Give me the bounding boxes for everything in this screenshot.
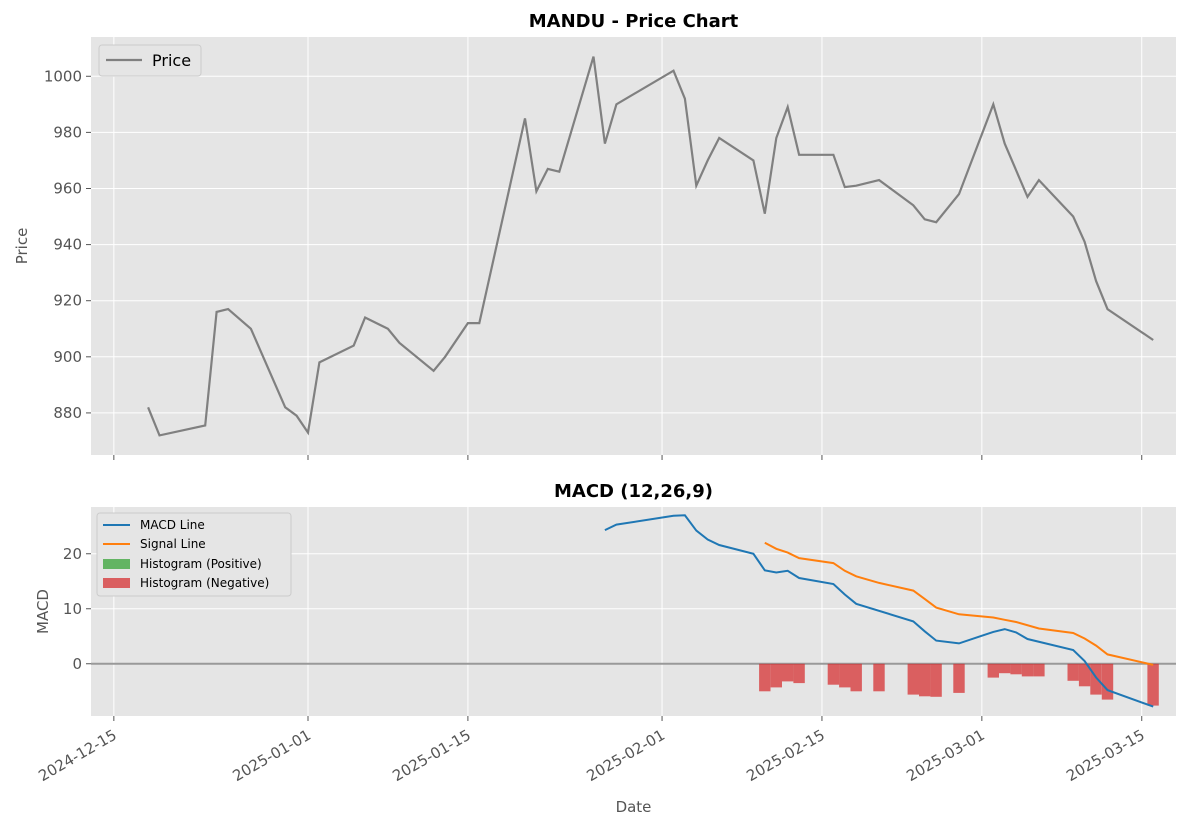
x-tick-label: 2025-01-15 — [389, 726, 474, 785]
macd-x-ticks: 2024-12-15 2025-01-01 2025-01-15 2025-02-01… — [35, 716, 1148, 785]
price-y-ticks: 880 900 920 940 960 980 1000 — [44, 67, 91, 422]
histogram-bar — [873, 663, 885, 692]
histogram-bar — [1067, 663, 1079, 681]
y-tick-label: 980 — [53, 123, 82, 141]
price-legend: Price — [98, 44, 202, 77]
x-tick-label: 2024-12-15 — [35, 726, 120, 785]
macd-y-ticks: 0 10 20 — [63, 545, 91, 673]
histogram-negative-legend-swatch — [103, 578, 130, 588]
price-y-axis-label: Price — [13, 228, 31, 265]
macd-x-axis-label: Date — [616, 798, 652, 816]
price-gridlines — [91, 37, 1176, 455]
y-tick-label: 940 — [53, 236, 82, 254]
x-tick-label: 2025-03-01 — [903, 726, 988, 785]
histogram-bar — [953, 663, 965, 693]
price-legend-box — [98, 44, 202, 77]
histogram-bar — [1147, 663, 1159, 706]
price-panel: 880 900 920 940 960 980 1000 MANDU - Price Cha… — [13, 11, 1176, 460]
histogram-bar — [1078, 663, 1091, 687]
y-tick-label: 10 — [63, 600, 82, 618]
histogram-bar — [1101, 663, 1114, 700]
x-tick-label: 2025-03-15 — [1063, 726, 1148, 785]
signal-series-line — [764, 541, 1154, 666]
macd-histogram — [759, 663, 1159, 706]
histogram-bar — [839, 663, 851, 688]
histogram-bar — [1010, 663, 1022, 675]
signal-legend-label: Signal Line — [140, 537, 206, 551]
histogram-bar — [919, 663, 931, 697]
histogram-bar — [1033, 663, 1045, 677]
histogram-bar — [770, 663, 782, 688]
macd-legend-label: MACD Line — [140, 518, 205, 532]
y-tick-label: 900 — [53, 348, 82, 366]
histogram-bar — [999, 663, 1011, 674]
histogram-positive-legend-swatch — [103, 559, 130, 569]
price-chart-title: MANDU - Price Chart — [529, 11, 739, 32]
x-tick-label: 2025-01-01 — [229, 726, 314, 785]
histogram-bar — [987, 663, 999, 678]
histogram-bar — [793, 663, 805, 684]
histogram-bar — [782, 663, 794, 682]
macd-y-axis-label: MACD — [34, 589, 52, 634]
macd-panel: 2024-12-15 2025-01-01 2025-01-15 2025-02-01… — [34, 481, 1176, 816]
histogram-bar — [850, 663, 862, 692]
histogram-negative-legend-label: Histogram (Negative) — [140, 576, 269, 590]
histogram-bar — [1090, 663, 1102, 695]
macd-legend-box — [96, 512, 292, 597]
histogram-bar — [1021, 663, 1034, 677]
y-tick-label: 20 — [63, 545, 82, 563]
x-tick-label: 2025-02-15 — [743, 726, 828, 785]
y-tick-label: 1000 — [44, 67, 82, 85]
macd-legend: MACD Line Signal Line Histogram (Positiv… — [96, 512, 292, 597]
y-tick-label: 960 — [53, 179, 82, 197]
x-tick-label: 2025-02-01 — [584, 726, 669, 785]
histogram-bar — [930, 663, 942, 697]
histogram-bar — [759, 663, 771, 692]
price-series-line — [147, 56, 1154, 437]
histogram-bar — [827, 663, 840, 685]
price-legend-label: Price — [152, 51, 191, 70]
y-tick-label: 880 — [53, 404, 82, 422]
y-tick-label: 0 — [72, 655, 82, 673]
histogram-positive-legend-label: Histogram (Positive) — [140, 557, 262, 571]
y-tick-label: 920 — [53, 292, 82, 310]
price-plot-area — [91, 37, 1176, 455]
macd-series-line — [604, 514, 1154, 708]
macd-chart-title: MACD (12,26,9) — [554, 481, 713, 502]
price-x-ticks — [113, 455, 1143, 460]
histogram-bar — [907, 663, 919, 695]
